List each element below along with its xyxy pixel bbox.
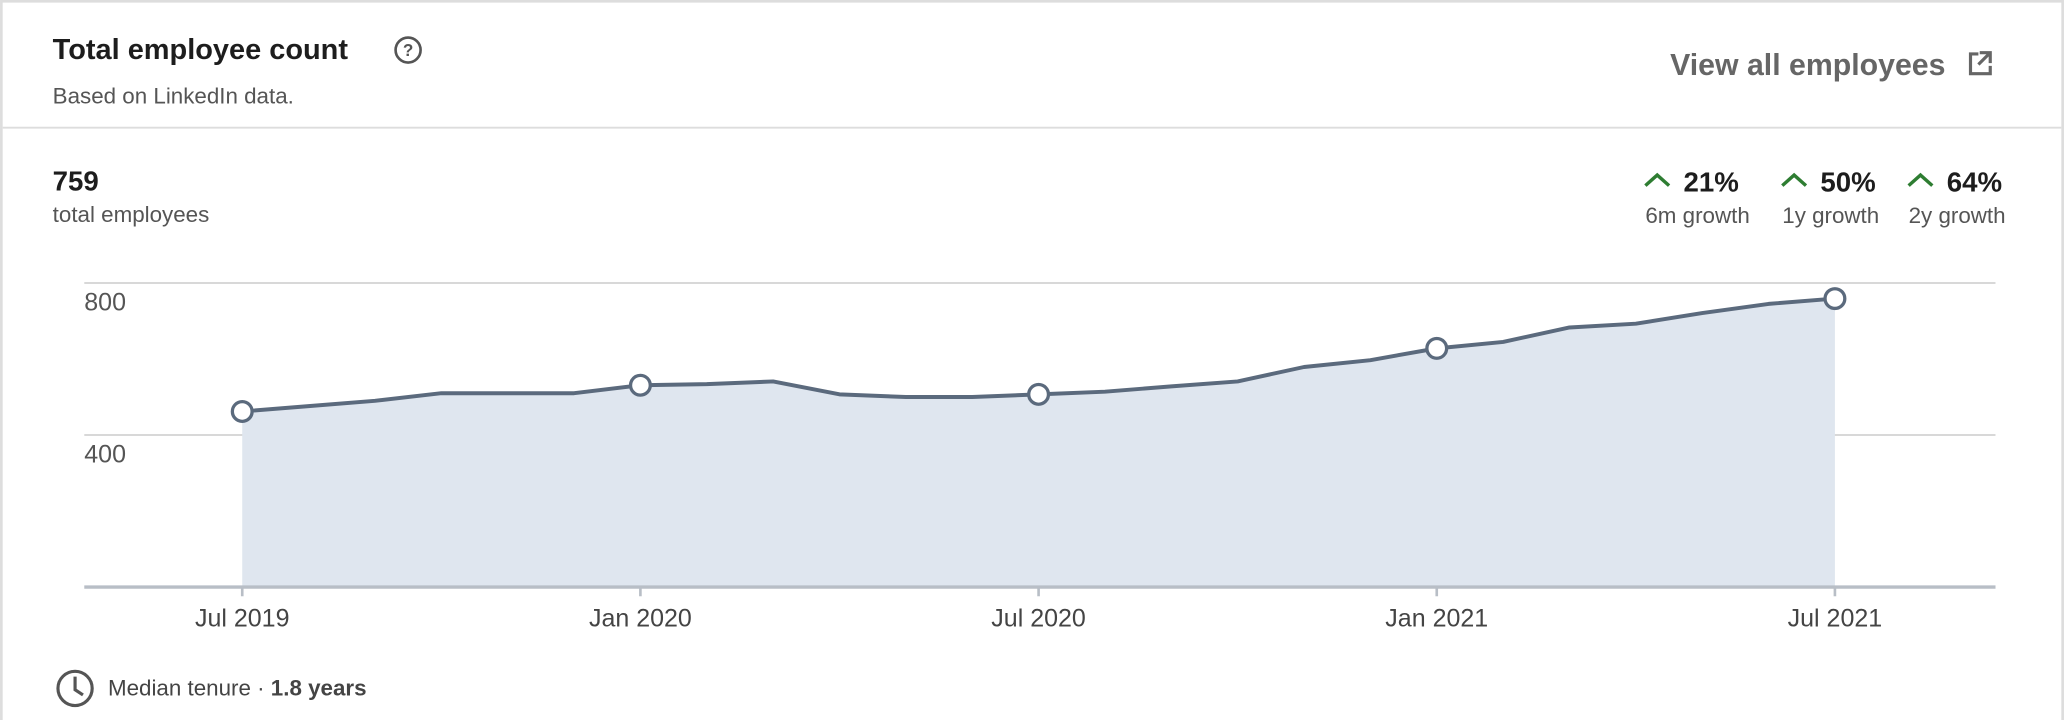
- point: [1823, 287, 1847, 311]
- total-label: total employees: [53, 202, 210, 227]
- total-count: 759: [53, 165, 99, 196]
- point: [230, 399, 254, 423]
- tenure-label: Median tenure: [108, 676, 251, 701]
- clock-icon: [56, 669, 94, 708]
- growth-value: 21%: [1684, 167, 1739, 198]
- point: [628, 373, 652, 397]
- area-fill: [242, 298, 1835, 588]
- separator: ·: [257, 676, 264, 701]
- growth-value: 64%: [1947, 167, 2002, 198]
- help-icon[interactable]: ?: [394, 36, 422, 64]
- subtitle: Based on LinkedIn data.: [53, 83, 294, 108]
- title: Total employee count: [53, 34, 349, 66]
- growth-label: 2y growth: [1909, 203, 2006, 228]
- growth-arrow: [1907, 172, 1934, 187]
- x-tick-label: Jul 2021: [1788, 605, 1883, 633]
- x-tick-label: Jan 2020: [589, 605, 692, 633]
- tenure-value: 1.8 years: [271, 676, 367, 701]
- x-tick-label: Jul 2020: [991, 605, 1086, 633]
- y-tick-label: 800: [84, 289, 126, 317]
- view-all-link[interactable]: View all employees: [1670, 49, 1945, 82]
- growth-stats: 21% 6m growth 50% 1y growth 64% 2y growth: [1644, 167, 2006, 228]
- point: [1425, 336, 1449, 360]
- growth-arrow: [1644, 172, 1671, 187]
- footer: Median tenure · 1.8 years: [108, 676, 367, 701]
- growth-arrow: [1781, 172, 1808, 187]
- x-tick-label: Jan 2021: [1385, 605, 1488, 633]
- chart: 400 800 Jul 2019 Jan 2020 Jul 2020 Jan 2021 Ju…: [84, 282, 1996, 633]
- svg-text:?: ?: [403, 41, 413, 60]
- growth-label: 1y growth: [1782, 203, 1879, 228]
- growth-label: 6m growth: [1645, 203, 1749, 228]
- x-tick-label: Jul 2019: [195, 605, 290, 633]
- point: [1027, 382, 1051, 406]
- growth-value: 50%: [1820, 167, 1875, 198]
- y-tick-label: 400: [84, 441, 126, 469]
- external-link-icon[interactable]: [1968, 51, 1992, 76]
